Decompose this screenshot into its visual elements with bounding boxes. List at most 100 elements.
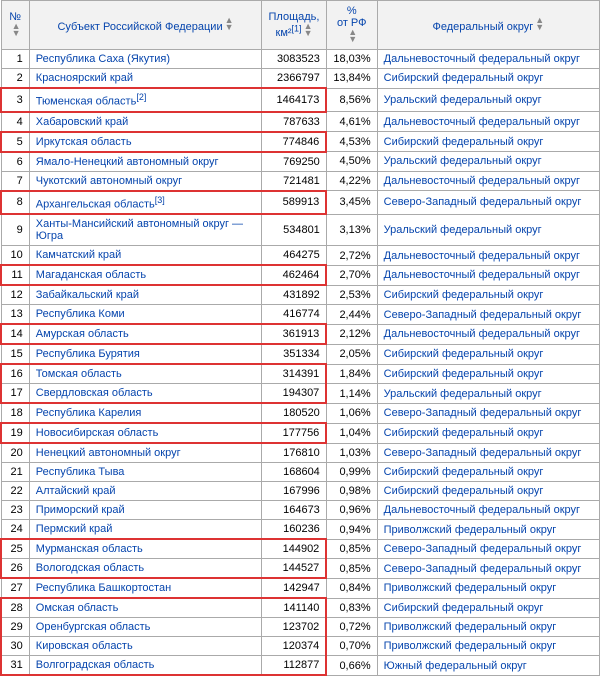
district-link[interactable]: Сибирский федеральный округ — [384, 72, 544, 84]
district-cell: Дальневосточный федеральный округ — [377, 50, 599, 69]
district-link[interactable]: Приволжский федеральный округ — [384, 582, 557, 594]
district-link[interactable]: Сибирский федеральный округ — [384, 289, 544, 301]
col-header-district[interactable]: Федеральный округ▲▼ — [377, 1, 599, 50]
district-link[interactable]: Южный федеральный округ — [384, 660, 527, 672]
subject-cell: Камчатский край — [29, 246, 261, 266]
subject-link[interactable]: Красноярский край — [36, 72, 133, 84]
subject-cell: Хабаровский край — [29, 112, 261, 132]
district-link[interactable]: Приволжский федеральный округ — [384, 640, 557, 652]
subject-link[interactable]: Республика Бурятия — [36, 348, 140, 360]
district-link[interactable]: Уральский федеральный округ — [384, 94, 542, 106]
subject-link[interactable]: Забайкальский край — [36, 289, 139, 301]
district-link[interactable]: Северо-Западный федеральный округ — [384, 407, 582, 419]
district-link[interactable]: Уральский федеральный округ — [384, 155, 542, 167]
row-number: 4 — [1, 112, 29, 132]
district-link[interactable]: Уральский федеральный округ — [384, 224, 542, 236]
subject-link[interactable]: Амурская область — [36, 328, 129, 340]
subject-link[interactable]: Пермский край — [36, 523, 113, 535]
subject-link[interactable]: Тюменская область — [36, 96, 137, 108]
subject-link[interactable]: Вологодская область — [36, 562, 144, 574]
district-link[interactable]: Дальневосточный федеральный округ — [384, 328, 580, 340]
subject-link[interactable]: Ненецкий автономный округ — [36, 447, 181, 459]
table-row: 13Республика Коми4167742,44%Северо-Запад… — [1, 305, 600, 325]
subject-link[interactable]: Республика Тыва — [36, 466, 125, 478]
district-cell: Дальневосточный федеральный округ — [377, 246, 599, 266]
district-link[interactable]: Уральский федеральный округ — [384, 388, 542, 400]
district-link[interactable]: Северо-Западный федеральный округ — [384, 447, 582, 459]
row-number: 16 — [1, 364, 29, 384]
sort-icon: ▲▼ — [12, 23, 21, 37]
subject-link[interactable]: Свердловская область — [36, 387, 153, 399]
area-cell: 774846 — [262, 132, 327, 152]
district-link[interactable]: Сибирский федеральный округ — [384, 466, 544, 478]
subject-link[interactable]: Республика Коми — [36, 308, 125, 320]
col-header-area[interactable]: Площадь, км²[1]▲▼ — [262, 1, 327, 50]
subject-ref[interactable]: [2] — [136, 92, 146, 102]
subject-link[interactable]: Архангельская область — [36, 198, 155, 210]
district-cell: Дальневосточный федеральный округ — [377, 171, 599, 191]
row-number: 21 — [1, 463, 29, 482]
district-link[interactable]: Приволжский федеральный округ — [384, 524, 557, 536]
district-link[interactable]: Дальневосточный федеральный округ — [384, 175, 580, 187]
subject-link[interactable]: Алтайский край — [36, 485, 116, 497]
subject-link[interactable]: Приморский край — [36, 504, 125, 516]
table-row: 10Камчатский край4642752,72%Дальневосточ… — [1, 246, 600, 266]
district-link[interactable]: Сибирский федеральный округ — [384, 485, 544, 497]
district-link[interactable]: Дальневосточный федеральный округ — [384, 504, 580, 516]
area-cell: 416774 — [262, 305, 327, 325]
district-link[interactable]: Дальневосточный федеральный округ — [384, 269, 580, 281]
percent-cell: 4,22% — [326, 171, 377, 191]
district-link[interactable]: Дальневосточный федеральный округ — [384, 250, 580, 262]
subject-link[interactable]: Республика Карелия — [36, 407, 142, 419]
district-link[interactable]: Северо-Западный федеральный округ — [384, 543, 582, 555]
district-link[interactable]: Сибирский федеральный округ — [384, 368, 544, 380]
district-link[interactable]: Сибирский федеральный округ — [384, 602, 544, 614]
subject-link[interactable]: Чукотский автономный округ — [36, 175, 182, 187]
subject-link[interactable]: Оренбургская область — [36, 621, 151, 633]
area-cell: 123702 — [262, 618, 327, 637]
district-link[interactable]: Сибирский федеральный округ — [384, 136, 544, 148]
district-link[interactable]: Сибирский федеральный округ — [384, 427, 544, 439]
district-link[interactable]: Северо-Западный федеральный округ — [384, 196, 582, 208]
district-link[interactable]: Северо-Западный федеральный округ — [384, 563, 582, 575]
subject-link[interactable]: Камчатский край — [36, 249, 121, 261]
row-number: 15 — [1, 344, 29, 364]
district-link[interactable]: Приволжский федеральный округ — [384, 621, 557, 633]
col-header-subject[interactable]: Субъект Российской Федерации▲▼ — [29, 1, 261, 50]
district-cell: Сибирский федеральный округ — [377, 463, 599, 482]
district-link[interactable]: Дальневосточный федеральный округ — [384, 116, 580, 128]
table-row: 28Омская область1411400,83%Сибирский фед… — [1, 598, 600, 618]
area-cell: 534801 — [262, 214, 327, 246]
subject-link[interactable]: Мурманская область — [36, 543, 143, 555]
subject-link[interactable]: Волгоградская область — [36, 659, 155, 671]
district-link[interactable]: Северо-Западный федеральный округ — [384, 309, 582, 321]
district-cell: Уральский федеральный округ — [377, 152, 599, 172]
area-cell: 2366797 — [262, 69, 327, 89]
area-ref[interactable]: [1] — [292, 23, 302, 33]
subject-link[interactable]: Ханты-Мансийский автономный округ — Югра — [36, 218, 243, 242]
district-cell: Северо-Западный федеральный округ — [377, 191, 599, 215]
subject-ref[interactable]: [3] — [155, 195, 165, 205]
subject-link[interactable]: Хабаровский край — [36, 116, 128, 128]
subject-cell: Ханты-Мансийский автономный округ — Югра — [29, 214, 261, 246]
percent-cell: 8,56% — [326, 88, 377, 112]
col-header-percent[interactable]: %от РФ▲▼ — [326, 1, 377, 50]
subject-cell: Архангельская область[3] — [29, 191, 261, 215]
subject-link[interactable]: Омская область — [36, 602, 119, 614]
subject-link[interactable]: Иркутская область — [36, 136, 132, 148]
subject-link[interactable]: Кировская область — [36, 640, 133, 652]
subject-cell: Республика Тыва — [29, 463, 261, 482]
subject-link[interactable]: Республика Саха (Якутия) — [36, 53, 170, 65]
subject-link[interactable]: Новосибирская область — [36, 427, 159, 439]
row-number: 2 — [1, 69, 29, 89]
subject-link[interactable]: Республика Башкортостан — [36, 582, 171, 594]
subject-link[interactable]: Томская область — [36, 368, 122, 380]
row-number: 22 — [1, 482, 29, 501]
col-header-num[interactable]: №▲▼ — [1, 1, 29, 50]
row-number: 18 — [1, 403, 29, 423]
district-link[interactable]: Дальневосточный федеральный округ — [384, 53, 580, 65]
area-cell: 144527 — [262, 559, 327, 579]
district-link[interactable]: Сибирский федеральный округ — [384, 348, 544, 360]
subject-link[interactable]: Магаданская область — [36, 269, 146, 281]
subject-link[interactable]: Ямало-Ненецкий автономный округ — [36, 156, 219, 168]
